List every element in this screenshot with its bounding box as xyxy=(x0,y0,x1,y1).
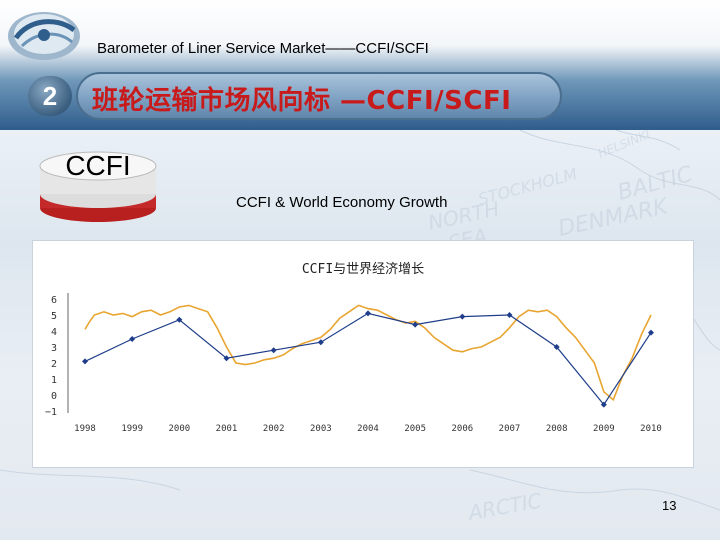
x-tick-label: 1999 xyxy=(121,424,143,434)
world-growth-point xyxy=(129,336,136,342)
y-tick-label: 5 xyxy=(51,311,57,322)
world-growth-point xyxy=(176,316,183,323)
chart-title: CCFI与世界经济增长 xyxy=(302,262,424,277)
svg-text:ARCTIC: ARCTIC xyxy=(465,488,544,525)
chart-panel: CCFI与世界经济增长 6 5 4 3 2 1 0 −1 1998 1999 2000 2001 20… xyxy=(32,240,694,468)
page-number: 13 xyxy=(662,498,677,513)
world-growth-point xyxy=(82,358,88,365)
chart-caption: CCFI & World Economy Growth xyxy=(236,194,448,211)
y-tick-label: 1 xyxy=(51,375,57,386)
company-logo xyxy=(8,12,80,60)
world-growth-point xyxy=(412,321,419,328)
y-tick-label: 4 xyxy=(51,327,57,338)
x-tick-label: 2009 xyxy=(593,424,615,434)
world-growth-point xyxy=(317,339,324,346)
x-tick-label: 2003 xyxy=(310,424,332,434)
x-tick-label: 2000 xyxy=(168,424,190,434)
world-growth-point xyxy=(365,310,371,317)
slide-title: 班轮运输市场风向标 —CCFI/SCFI xyxy=(92,86,512,116)
svg-text:DENMARK: DENMARK xyxy=(556,194,671,242)
line-chart: CCFI与世界经济增长 6 5 4 3 2 1 0 −1 1998 1999 2000 2001 20… xyxy=(45,262,662,434)
y-tick-label: 2 xyxy=(51,359,57,370)
world-growth-point xyxy=(270,347,277,354)
x-tick-label: 2005 xyxy=(404,424,426,434)
x-tick-label: 2006 xyxy=(451,424,473,434)
world-growth-point xyxy=(459,313,466,320)
ccfi-badge-label: CCFI xyxy=(65,150,131,181)
x-tick-label: 2001 xyxy=(216,424,238,434)
slide-subtitle: Barometer of Liner Service Market——CCFI/… xyxy=(97,40,429,57)
world-growth-point xyxy=(506,312,513,318)
x-tick-label: 2008 xyxy=(546,424,568,434)
x-tick-label: 2007 xyxy=(499,424,521,434)
x-tick-label: 2004 xyxy=(357,424,379,434)
section-number: 2 xyxy=(28,76,72,116)
title-pill xyxy=(76,72,562,120)
y-tick-label: 3 xyxy=(51,343,57,354)
world-growth-point xyxy=(223,355,230,362)
world-growth-point xyxy=(600,401,607,408)
ccfi-badge-icon xyxy=(39,151,157,222)
x-tick-label: 2010 xyxy=(640,424,662,434)
y-tick-label: 0 xyxy=(51,391,57,402)
world-growth-point xyxy=(553,344,560,350)
y-tick-label: 6 xyxy=(51,295,57,306)
ccfi-series-line xyxy=(84,304,652,402)
x-tick-label: 1998 xyxy=(74,424,96,434)
y-tick-label: −1 xyxy=(45,407,57,418)
world-growth-point xyxy=(648,329,654,336)
x-tick-label: 2002 xyxy=(263,424,285,434)
